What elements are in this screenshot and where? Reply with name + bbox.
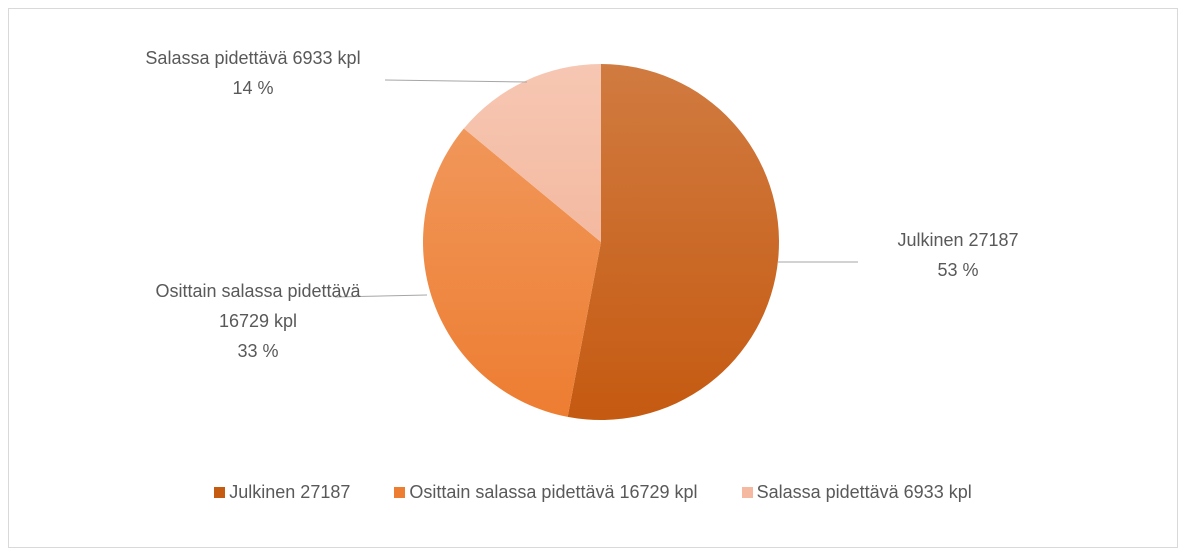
legend-swatch xyxy=(214,487,226,498)
legend-swatch xyxy=(741,487,753,498)
legend-label: Salassa pidettävä 6933 kpl xyxy=(756,482,972,502)
legend-item: Julkinen 27187 xyxy=(214,482,350,503)
pie-slice xyxy=(567,64,779,421)
data-label: Julkinen 27187 53 % xyxy=(858,225,1058,285)
label-category: Osittain salassa pidettävä 16729 kpl xyxy=(155,281,361,331)
leader-line xyxy=(384,79,528,83)
legend: Julkinen 27187 Osittain salassa pidettävä… xyxy=(0,482,1186,503)
data-label: Salassa pidettävä 6933 kpl 14 % xyxy=(103,43,403,103)
legend-item: Osittain salassa pidettävä 16729 kpl xyxy=(394,482,698,503)
label-category: Julkinen 27187 xyxy=(897,230,1019,250)
label-value: 33 % xyxy=(237,341,279,361)
chart xyxy=(334,64,858,421)
label-value: 53 % xyxy=(937,260,979,280)
legend-item: Salassa pidettävä 6933 kpl xyxy=(741,482,972,503)
label-value: 14 % xyxy=(232,78,274,98)
pie-slice xyxy=(463,64,601,242)
leader-line xyxy=(334,294,428,298)
label-category: Salassa pidettävä 6933 kpl xyxy=(145,48,361,68)
pie-slice xyxy=(422,128,601,417)
page: Julkinen 27187 53 % Osittain salassa pidet… xyxy=(0,8,1186,548)
legend-label: Julkinen 27187 xyxy=(229,482,351,502)
legend-swatch xyxy=(394,487,406,498)
legend-label: Osittain salassa pidettävä 16729 kpl xyxy=(409,482,698,502)
data-label: Osittain salassa pidettävä 16729 kpl 33 % xyxy=(148,276,368,366)
